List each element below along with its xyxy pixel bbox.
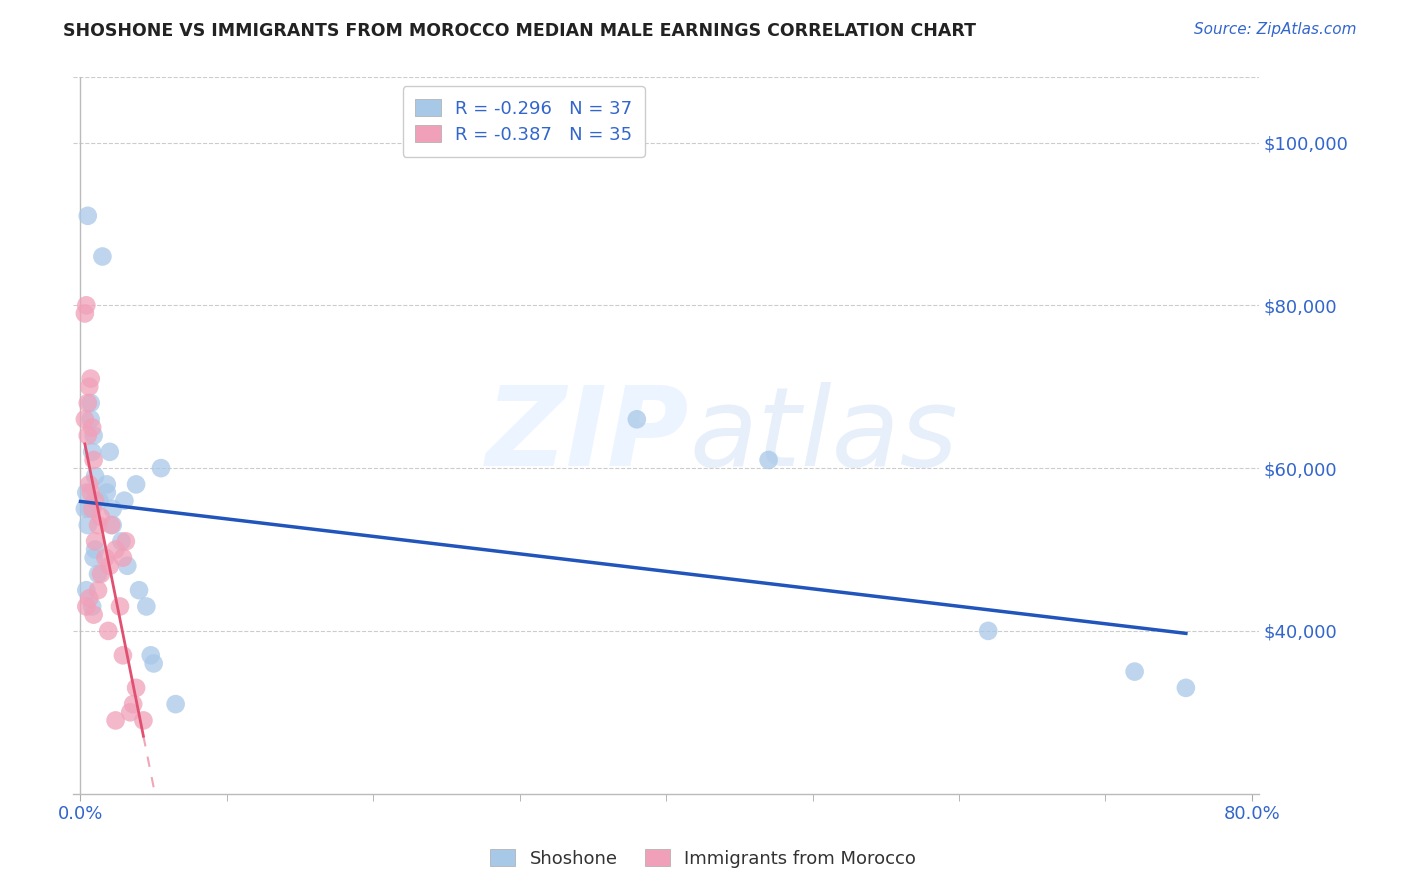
Point xyxy=(111,550,134,565)
Point xyxy=(87,518,110,533)
Point xyxy=(84,534,107,549)
Point xyxy=(97,624,120,638)
Point xyxy=(77,501,100,516)
Point xyxy=(117,558,139,573)
Point xyxy=(87,583,110,598)
Point xyxy=(977,624,1000,638)
Point xyxy=(1174,681,1197,695)
Point xyxy=(96,485,118,500)
Point xyxy=(75,599,97,614)
Point xyxy=(80,371,103,385)
Point xyxy=(73,501,96,516)
Point xyxy=(100,518,122,533)
Point xyxy=(98,558,121,573)
Point xyxy=(94,550,117,565)
Legend: Shoshone, Immigrants from Morocco: Shoshone, Immigrants from Morocco xyxy=(479,838,927,879)
Point xyxy=(76,518,98,533)
Point xyxy=(84,469,107,483)
Text: SHOSHONE VS IMMIGRANTS FROM MOROCCO MEDIAN MALE EARNINGS CORRELATION CHART: SHOSHONE VS IMMIGRANTS FROM MOROCCO MEDI… xyxy=(63,22,976,40)
Point xyxy=(83,428,105,442)
Point xyxy=(135,599,157,614)
Point xyxy=(110,534,132,549)
Point xyxy=(77,380,100,394)
Point xyxy=(89,493,111,508)
Text: Source: ZipAtlas.com: Source: ZipAtlas.com xyxy=(1194,22,1357,37)
Point xyxy=(112,493,135,508)
Point xyxy=(75,485,97,500)
Point xyxy=(626,412,648,426)
Point xyxy=(104,542,127,557)
Point xyxy=(101,501,124,516)
Point xyxy=(80,396,103,410)
Point xyxy=(82,420,104,434)
Point xyxy=(125,477,148,491)
Point xyxy=(104,714,127,728)
Point xyxy=(76,209,98,223)
Point xyxy=(87,566,110,581)
Point xyxy=(150,461,173,475)
Point xyxy=(165,697,187,711)
Legend: R = -0.296   N = 37, R = -0.387   N = 35: R = -0.296 N = 37, R = -0.387 N = 35 xyxy=(402,87,645,157)
Text: ZIP: ZIP xyxy=(486,382,690,489)
Point xyxy=(1123,665,1146,679)
Point xyxy=(139,648,162,663)
Point xyxy=(142,657,165,671)
Point xyxy=(120,706,142,720)
Point xyxy=(132,714,155,728)
Point xyxy=(91,250,114,264)
Point xyxy=(125,681,148,695)
Point xyxy=(90,510,112,524)
Point xyxy=(115,534,138,549)
Point xyxy=(76,396,98,410)
Point xyxy=(96,477,118,491)
Point xyxy=(77,591,100,606)
Point xyxy=(758,453,780,467)
Point xyxy=(77,477,100,491)
Text: atlas: atlas xyxy=(690,382,959,489)
Point xyxy=(82,501,104,516)
Point xyxy=(73,306,96,320)
Point xyxy=(84,493,107,508)
Point xyxy=(84,542,107,557)
Point xyxy=(76,428,98,442)
Point xyxy=(82,445,104,459)
Point xyxy=(75,583,97,598)
Point xyxy=(90,566,112,581)
Point xyxy=(101,518,124,533)
Point xyxy=(128,583,150,598)
Point xyxy=(80,485,103,500)
Point xyxy=(98,445,121,459)
Point xyxy=(108,599,131,614)
Point xyxy=(83,607,105,622)
Point xyxy=(83,453,105,467)
Point xyxy=(111,648,134,663)
Point xyxy=(73,412,96,426)
Point xyxy=(83,550,105,565)
Point xyxy=(80,412,103,426)
Point xyxy=(122,697,145,711)
Point xyxy=(75,298,97,312)
Point xyxy=(82,599,104,614)
